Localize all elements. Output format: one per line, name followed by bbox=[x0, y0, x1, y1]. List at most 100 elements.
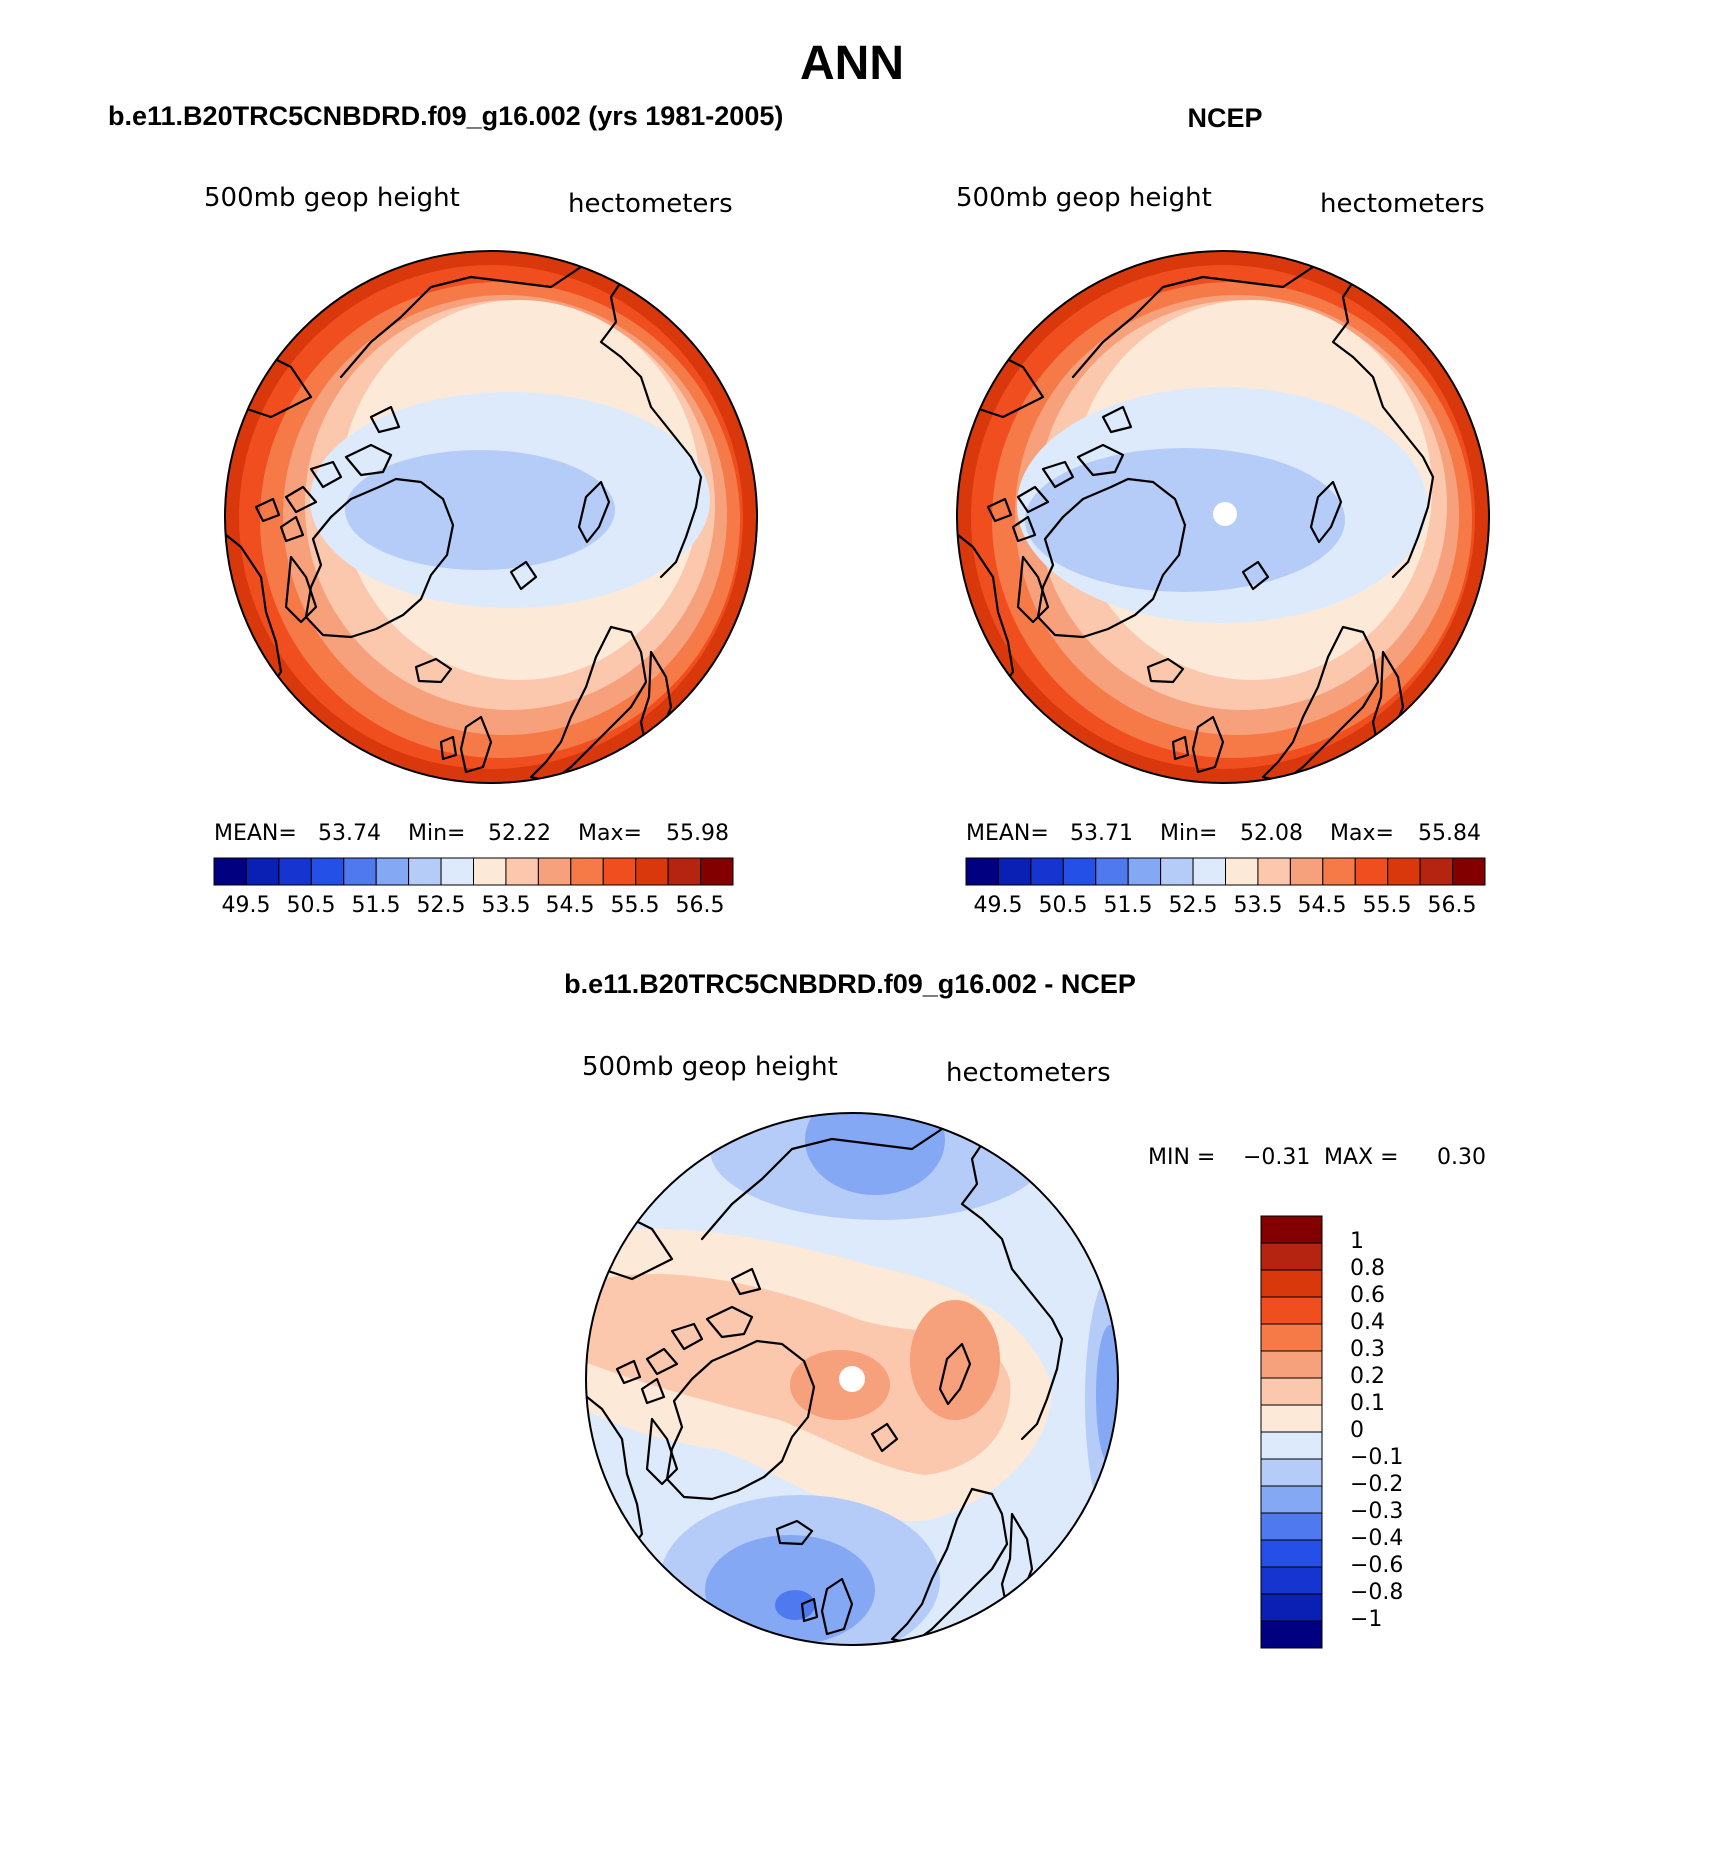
obs-min-value: 52.08 bbox=[1240, 821, 1303, 846]
panel-obs: NCEP 500mb geop height hectometers MEAN=… bbox=[956, 103, 1490, 918]
colorbar-swatch bbox=[278, 857, 312, 886]
colorbar-swatch bbox=[700, 857, 734, 886]
model-colorbar-label: 53.5 bbox=[482, 893, 531, 918]
colorbar-swatch bbox=[1192, 857, 1226, 886]
obs-mean-label: MEAN= bbox=[966, 821, 1049, 846]
panel-model-units-label: hectometers bbox=[568, 189, 733, 219]
obs-mean-value: 53.71 bbox=[1070, 821, 1133, 846]
obs-colorbar-label: 49.5 bbox=[974, 893, 1023, 918]
colorbar-swatch bbox=[1260, 1566, 1323, 1595]
model-colorbar-label: 56.5 bbox=[676, 893, 725, 918]
colorbar-swatch bbox=[965, 857, 999, 886]
colorbar-swatch bbox=[505, 857, 539, 886]
colorbar-swatch bbox=[1260, 1620, 1323, 1649]
diff-colorbar-label: −0.1 bbox=[1350, 1445, 1403, 1470]
colorbar-swatch bbox=[1260, 1404, 1323, 1433]
colorbar-swatch bbox=[602, 857, 637, 886]
obs-colorbar-label: 51.5 bbox=[1104, 893, 1153, 918]
colorbar-swatch bbox=[1354, 857, 1389, 886]
model-max-value: 55.98 bbox=[666, 821, 729, 846]
panel-model-title: b.e11.B20TRC5CNBDRD.f09_g16.002 (yrs 198… bbox=[108, 101, 783, 131]
diff-colorbar-label: −0.3 bbox=[1350, 1499, 1403, 1524]
model-max-label: Max= bbox=[578, 821, 642, 846]
colorbar-swatch bbox=[408, 857, 442, 886]
colorbar-swatch bbox=[213, 857, 247, 886]
panel-obs-units-label: hectometers bbox=[1320, 189, 1485, 219]
obs-colorbar-label: 54.5 bbox=[1298, 893, 1347, 918]
diff-colorbar bbox=[1260, 1215, 1323, 1649]
diff-colorbar-label: −1 bbox=[1350, 1607, 1382, 1632]
colorbar-swatch bbox=[1260, 1323, 1323, 1352]
model-min-value: 52.22 bbox=[488, 821, 551, 846]
diff-colorbar-labels: 1 0.8 0.6 0.4 0.3 0.2 0.1 0 −0.1 −0.2 −0… bbox=[1350, 1229, 1403, 1632]
diff-colorbar-label: 0.3 bbox=[1350, 1337, 1385, 1362]
diff-min-label: MIN = bbox=[1148, 1145, 1215, 1170]
diff-colorbar-label: 0.6 bbox=[1350, 1283, 1385, 1308]
colorbar-swatch bbox=[375, 857, 410, 886]
colorbar-swatch bbox=[1260, 1242, 1323, 1271]
panel-model-variable-label: 500mb geop height bbox=[204, 183, 460, 213]
colorbar-swatch bbox=[1127, 857, 1162, 886]
colorbar-swatch bbox=[570, 857, 604, 886]
diff-colorbar-label: 0.8 bbox=[1350, 1256, 1385, 1281]
obs-max-label: Max= bbox=[1330, 821, 1394, 846]
colorbar-swatch bbox=[473, 857, 507, 886]
colorbar-swatch bbox=[440, 857, 474, 886]
colorbar-swatch bbox=[1225, 857, 1259, 886]
panel-diff: b.e11.B20TRC5CNBDRD.f09_g16.002 - NCEP 5… bbox=[564, 969, 1486, 1649]
colorbar-swatch bbox=[1062, 857, 1097, 886]
obs-colorbar-label: 53.5 bbox=[1234, 893, 1283, 918]
colorbar-swatch bbox=[537, 857, 572, 886]
colorbar-swatch bbox=[1322, 857, 1356, 886]
diff-colorbar-label: −0.6 bbox=[1350, 1553, 1403, 1578]
model-map-border bbox=[224, 250, 758, 784]
diff-colorbar-label: −0.8 bbox=[1350, 1580, 1403, 1605]
obs-colorbar bbox=[965, 857, 1486, 886]
colorbar-swatch bbox=[245, 857, 280, 886]
diff-colorbar-label: 0.2 bbox=[1350, 1364, 1385, 1389]
colorbar-swatch bbox=[1419, 857, 1454, 886]
obs-map-border bbox=[956, 250, 1490, 784]
colorbar-swatch bbox=[1260, 1269, 1323, 1298]
diff-min-value: −0.31 bbox=[1243, 1145, 1310, 1170]
colorbar-swatch bbox=[635, 857, 669, 886]
colorbar-swatch bbox=[1260, 1377, 1323, 1406]
diff-colorbar-label: 0.4 bbox=[1350, 1310, 1385, 1335]
colorbar-swatch bbox=[1452, 857, 1486, 886]
colorbar-swatch bbox=[343, 857, 377, 886]
colorbar-swatch bbox=[310, 857, 345, 886]
diff-polar-map bbox=[586, 1113, 1118, 1645]
colorbar-swatch bbox=[1260, 1485, 1323, 1514]
diff-colorbar-label: 1 bbox=[1350, 1229, 1364, 1254]
diff-colorbar-label: −0.2 bbox=[1350, 1472, 1403, 1497]
panel-obs-variable-label: 500mb geop height bbox=[956, 183, 1212, 213]
model-colorbar-label: 52.5 bbox=[417, 893, 466, 918]
colorbar-swatch bbox=[1260, 1458, 1323, 1487]
colorbar-swatch bbox=[1289, 857, 1324, 886]
obs-colorbar-labels: 49.5 50.5 51.5 52.5 53.5 54.5 55.5 56.5 bbox=[974, 893, 1477, 918]
colorbar-swatch bbox=[1257, 857, 1291, 886]
colorbar-swatch bbox=[997, 857, 1032, 886]
obs-colorbar-label: 55.5 bbox=[1363, 893, 1412, 918]
model-min-label: Min= bbox=[408, 821, 465, 846]
diff-max-value: 0.30 bbox=[1437, 1145, 1486, 1170]
colorbar-swatch bbox=[1030, 857, 1064, 886]
colorbar-swatch bbox=[1260, 1593, 1323, 1622]
model-polar-map bbox=[225, 251, 757, 783]
panel-model: b.e11.B20TRC5CNBDRD.f09_g16.002 (yrs 198… bbox=[108, 101, 783, 918]
model-colorbar-label: 55.5 bbox=[611, 893, 660, 918]
panel-diff-units-label: hectometers bbox=[946, 1058, 1111, 1088]
diff-colorbar-label: −0.4 bbox=[1350, 1526, 1403, 1551]
model-colorbar-labels: 49.5 50.5 51.5 52.5 53.5 54.5 55.5 56.5 bbox=[222, 893, 725, 918]
colorbar-swatch bbox=[667, 857, 702, 886]
panel-diff-variable-label: 500mb geop height bbox=[582, 1052, 838, 1082]
model-colorbar bbox=[213, 857, 734, 886]
obs-min-label: Min= bbox=[1160, 821, 1217, 846]
panel-obs-title: NCEP bbox=[1187, 103, 1262, 133]
model-mean-label: MEAN= bbox=[214, 821, 297, 846]
model-mean-value: 53.74 bbox=[318, 821, 381, 846]
model-colorbar-label: 51.5 bbox=[352, 893, 401, 918]
colorbar-swatch bbox=[1260, 1431, 1323, 1460]
model-colorbar-label: 50.5 bbox=[287, 893, 336, 918]
